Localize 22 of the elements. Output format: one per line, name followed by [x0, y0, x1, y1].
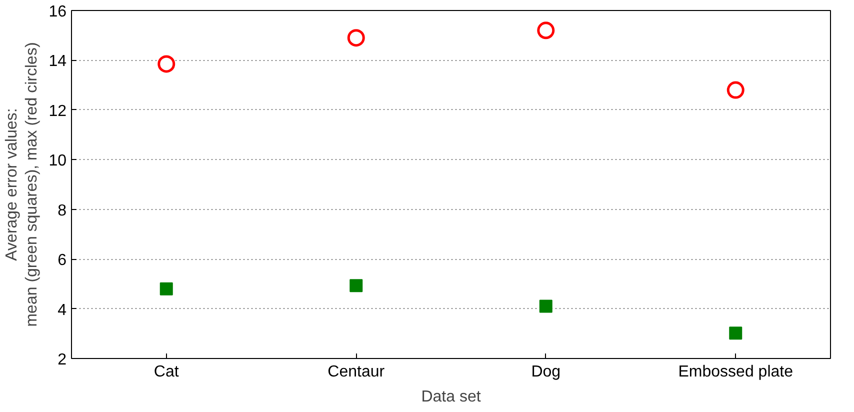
y-tick-label: 8 [58, 202, 67, 220]
y-tick-label: 6 [58, 252, 67, 270]
y-tick-label: 12 [48, 102, 67, 120]
y-tick-label: 4 [58, 302, 67, 319]
point [158, 55, 176, 73]
y-tick-label: 14 [48, 53, 67, 70]
x-axis-title: Data set [421, 388, 482, 406]
y-axis-title: Average error values: mean (green squares), max (red circles) [3, 42, 41, 327]
x-tick-label: Embossed plate [678, 364, 794, 380]
y-tick-label: 16 [48, 4, 67, 20]
x-tick-label: Dog [531, 364, 561, 380]
y-tick-label: 2 [58, 352, 67, 368]
point [350, 279, 363, 292]
point [537, 22, 555, 40]
point [726, 81, 744, 99]
point [539, 300, 552, 313]
x-tick-label: Centaur [328, 364, 386, 380]
point [729, 326, 742, 340]
point [347, 29, 365, 47]
x-tick-label: Cat [154, 364, 180, 380]
y-tick-label: 10 [48, 152, 67, 170]
point [160, 282, 173, 296]
